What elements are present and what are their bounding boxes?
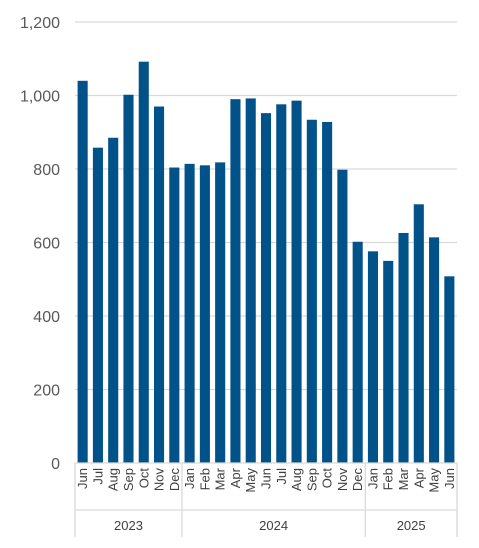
bar bbox=[92, 147, 103, 463]
x-tick-label: Dec bbox=[167, 468, 182, 492]
bar bbox=[153, 106, 165, 464]
bar bbox=[398, 232, 409, 463]
x-tick-label: Mar bbox=[396, 467, 411, 490]
x-tick-label: Oct bbox=[136, 468, 151, 489]
x-tick-label: Jun bbox=[75, 468, 90, 489]
x-tick-label: Nov bbox=[335, 468, 350, 492]
year-group-label: 2024 bbox=[259, 518, 288, 533]
x-axis: Jun Jul Aug Sep Oct Nov Dec Jan Feb Mar Apr May Jun J… bbox=[74, 462, 458, 537]
x-tick-label: Jan bbox=[365, 468, 380, 489]
bar bbox=[245, 98, 256, 463]
y-tick-label: 400 bbox=[33, 309, 60, 326]
y-tick-label: 600 bbox=[33, 236, 60, 253]
x-tick-label: Sep bbox=[304, 468, 319, 491]
x-tick-label: Jun bbox=[442, 468, 457, 489]
bar bbox=[138, 61, 149, 463]
x-tick-label: May bbox=[427, 468, 442, 493]
x-tick-label: Aug bbox=[289, 468, 304, 491]
bar bbox=[413, 204, 424, 463]
x-tick-label: Jul bbox=[274, 468, 289, 485]
x-tick-label: Apr bbox=[228, 467, 243, 488]
bar bbox=[291, 100, 302, 464]
bar bbox=[322, 121, 333, 464]
y-tick-label: 0 bbox=[51, 456, 60, 473]
x-tick-label: Apr bbox=[411, 467, 426, 488]
bar bbox=[429, 237, 440, 463]
year-group-label: 2025 bbox=[397, 518, 426, 533]
bars bbox=[77, 61, 455, 464]
x-tick-label: Jul bbox=[90, 468, 105, 485]
bar bbox=[169, 167, 180, 463]
year-group-label: 2023 bbox=[114, 518, 143, 533]
bar bbox=[184, 163, 195, 464]
bar bbox=[230, 99, 241, 464]
x-tick-label: Sep bbox=[121, 468, 136, 491]
bar bbox=[108, 137, 119, 463]
x-tick-label: Aug bbox=[106, 468, 121, 491]
bar bbox=[260, 113, 272, 463]
x-tick-label: Mar bbox=[213, 467, 228, 490]
bar bbox=[215, 162, 226, 463]
x-tick-label: Jan bbox=[182, 468, 197, 489]
y-axis-tick-labels: 0 200 400 600 800 1,000 1,200 bbox=[20, 15, 60, 473]
bar bbox=[276, 104, 287, 463]
x-tick-label: Jun bbox=[259, 468, 274, 489]
bar bbox=[306, 119, 317, 463]
bar bbox=[77, 80, 88, 464]
x-tick-label: Nov bbox=[152, 468, 167, 492]
y-tick-label: 800 bbox=[33, 162, 60, 179]
x-tick-label: May bbox=[243, 468, 258, 493]
bar bbox=[123, 94, 134, 463]
bar bbox=[444, 276, 455, 463]
y-tick-label: 1,200 bbox=[20, 15, 60, 32]
y-tick-label: 1,000 bbox=[20, 89, 60, 106]
bar bbox=[199, 165, 210, 463]
x-tick-label: Dec bbox=[350, 468, 365, 492]
bar bbox=[383, 260, 394, 463]
bar bbox=[352, 241, 363, 463]
x-tick-label: Feb bbox=[381, 468, 396, 490]
x-tick-label: Feb bbox=[197, 468, 212, 490]
y-tick-label: 200 bbox=[33, 383, 60, 400]
bar bbox=[367, 251, 379, 463]
bar bbox=[337, 169, 348, 464]
x-tick-label: Oct bbox=[320, 468, 335, 489]
